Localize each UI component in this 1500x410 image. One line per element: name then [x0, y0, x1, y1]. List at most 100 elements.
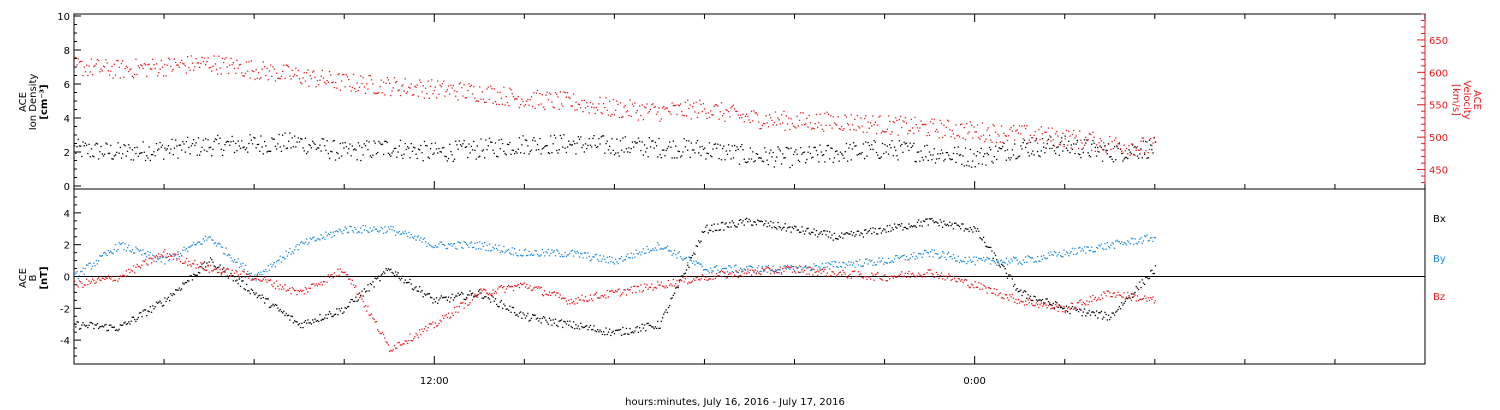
data-point-bx — [791, 226, 793, 228]
data-point-by — [387, 226, 390, 228]
data-point-velocity — [471, 93, 474, 95]
data-point-ion-density — [631, 141, 634, 143]
data-point-bx — [493, 300, 495, 302]
data-point-ion-density — [1077, 153, 1080, 155]
data-point-bx — [255, 292, 257, 294]
data-point-by — [357, 231, 359, 233]
data-point-velocity — [120, 62, 123, 65]
data-point-by — [280, 261, 283, 263]
data-point-bx — [553, 322, 555, 324]
data-point-bz — [651, 283, 653, 285]
data-point-ion-density — [184, 151, 186, 153]
data-point-by — [1056, 255, 1058, 257]
data-point-bx — [345, 307, 347, 310]
data-point-by — [795, 272, 797, 274]
data-point-by — [730, 267, 732, 269]
data-point-bx — [884, 229, 886, 231]
data-point-velocity — [589, 101, 592, 104]
data-point-bx — [274, 303, 277, 306]
data-point-ion-density — [1099, 145, 1101, 147]
data-point-bz — [465, 298, 468, 300]
data-point-bx — [243, 288, 245, 290]
data-point-velocity — [908, 129, 910, 132]
data-point-velocity — [88, 65, 90, 67]
data-point-velocity — [915, 123, 917, 126]
data-point-bz — [77, 286, 79, 288]
data-point-by — [621, 255, 623, 258]
data-point-bx — [542, 316, 545, 318]
data-point-ion-density — [179, 144, 182, 146]
data-point-velocity — [375, 92, 378, 95]
data-point-by — [286, 255, 289, 257]
data-point-bz — [1117, 291, 1119, 293]
data-point-by — [462, 247, 464, 249]
data-point-bx — [761, 221, 763, 223]
data-point-bz — [308, 287, 310, 289]
data-point-bz — [1127, 291, 1129, 294]
data-point-bx — [342, 312, 344, 315]
data-point-by — [978, 257, 980, 259]
data-point-bx — [176, 289, 178, 291]
data-point-bx — [741, 222, 743, 224]
data-point-by — [215, 245, 218, 247]
data-point-ion-density — [889, 144, 891, 146]
data-point-by — [728, 265, 730, 267]
data-point-velocity — [274, 80, 277, 82]
data-point-by — [223, 252, 225, 255]
data-point-velocity — [202, 60, 204, 63]
data-point-by — [877, 261, 879, 263]
data-point-ion-density — [780, 163, 783, 165]
data-point-ion-density — [292, 146, 295, 148]
data-point-ion-density — [1113, 145, 1116, 148]
data-point-ion-density — [570, 144, 572, 146]
data-point-ion-density — [773, 166, 775, 168]
data-point-velocity — [119, 77, 121, 79]
data-point-by — [528, 250, 530, 253]
data-point-velocity — [214, 63, 216, 65]
data-point-by — [603, 255, 605, 257]
data-point-by — [1047, 252, 1050, 254]
data-point-bz — [610, 290, 612, 292]
data-point-bz — [244, 276, 246, 278]
data-point-bz — [391, 350, 393, 352]
data-point-bx — [302, 326, 304, 329]
data-point-bx — [939, 219, 941, 221]
data-point-velocity — [486, 88, 488, 90]
data-point-velocity — [934, 130, 937, 133]
data-point-ion-density — [691, 149, 694, 151]
data-point-by — [784, 265, 786, 267]
data-point-bx — [205, 266, 207, 268]
data-point-velocity — [362, 77, 364, 79]
data-point-bz — [373, 318, 375, 320]
data-point-bz — [136, 263, 138, 266]
data-point-ion-density — [536, 143, 539, 146]
data-point-ion-density — [310, 147, 313, 149]
data-point-bz — [803, 269, 806, 272]
data-point-velocity — [969, 121, 971, 123]
data-point-velocity — [187, 56, 189, 58]
data-point-bz — [926, 272, 928, 274]
data-point-by — [729, 265, 731, 267]
bottom-left-tick-label: 2 — [64, 241, 70, 252]
data-point-bz — [948, 273, 950, 275]
data-point-by — [1021, 263, 1023, 266]
data-point-bx — [256, 296, 258, 299]
data-point-bz — [988, 287, 991, 289]
data-point-ion-density — [618, 155, 620, 157]
data-point-ion-density — [428, 157, 430, 159]
data-point-ion-density — [568, 140, 570, 142]
data-point-bz — [731, 276, 733, 278]
data-point-velocity — [829, 124, 831, 126]
data-point-bz — [851, 270, 854, 273]
data-point-velocity — [171, 70, 173, 72]
data-point-bx — [747, 221, 749, 223]
data-point-by — [643, 252, 646, 255]
data-point-by — [738, 269, 741, 272]
data-point-by — [716, 265, 718, 267]
data-point-bz — [226, 268, 228, 270]
data-point-bz — [1119, 294, 1122, 296]
data-point-bx — [128, 321, 130, 323]
data-point-by — [717, 269, 719, 271]
data-point-by — [288, 252, 290, 254]
data-point-by — [664, 247, 666, 249]
